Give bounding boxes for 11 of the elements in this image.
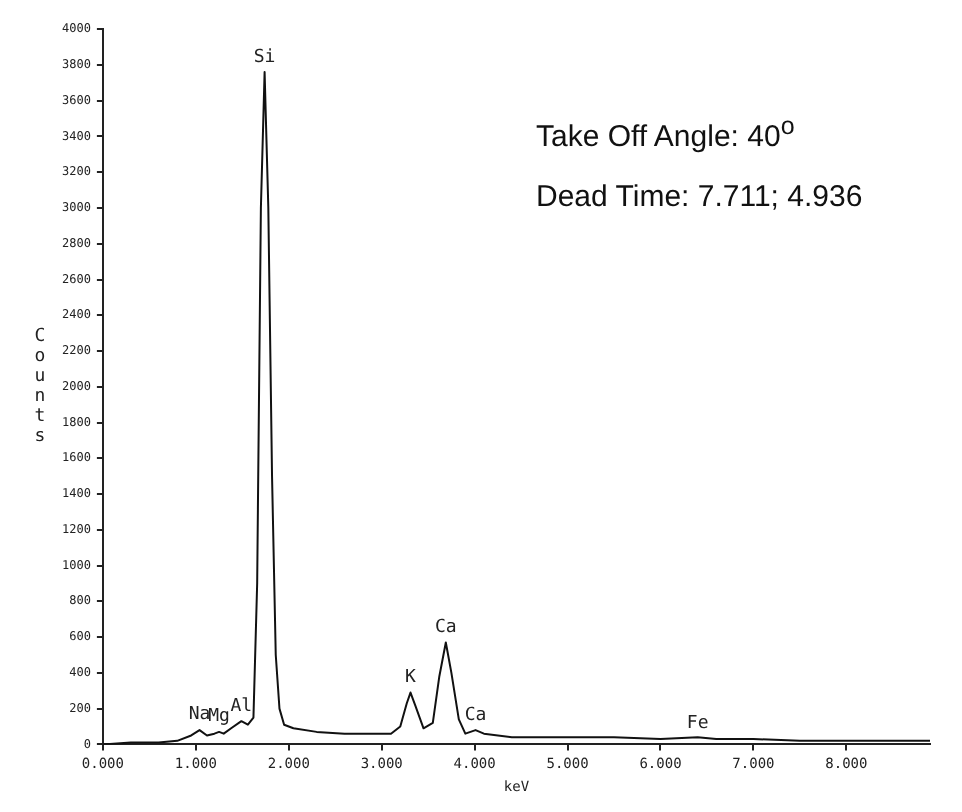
annotation: Fe <box>686 713 709 734</box>
annotation: Mg <box>208 706 230 727</box>
annotation: Na <box>188 704 211 725</box>
annotation: Ca <box>434 618 457 639</box>
annotation: Take Off Angle: 40$^{o}$ <box>536 110 797 158</box>
annotation: K <box>405 668 418 689</box>
annotation: Dead Time: 7.711; 4.936 <box>536 178 863 218</box>
annotation: Si <box>253 47 276 68</box>
annotation: Ca <box>464 705 487 726</box>
y-axis-title: Counts <box>34 327 46 448</box>
annotation: Al <box>230 696 253 717</box>
